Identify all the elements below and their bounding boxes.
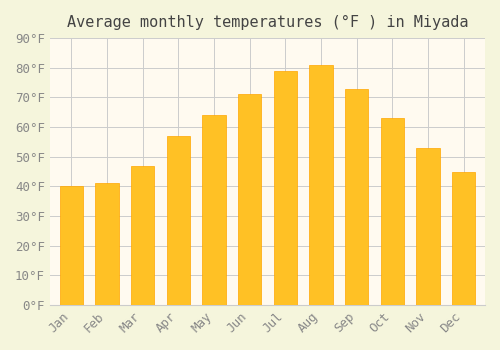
- Bar: [202, 115, 226, 305]
- Bar: [96, 183, 118, 305]
- Bar: [380, 118, 404, 305]
- Bar: [452, 172, 475, 305]
- Bar: [131, 166, 154, 305]
- Bar: [238, 94, 261, 305]
- Bar: [60, 187, 83, 305]
- Bar: [345, 89, 368, 305]
- Bar: [310, 65, 332, 305]
- Bar: [274, 71, 297, 305]
- Bar: [416, 148, 440, 305]
- Bar: [166, 136, 190, 305]
- Title: Average monthly temperatures (°F ) in Miyada: Average monthly temperatures (°F ) in Mi…: [66, 15, 468, 30]
